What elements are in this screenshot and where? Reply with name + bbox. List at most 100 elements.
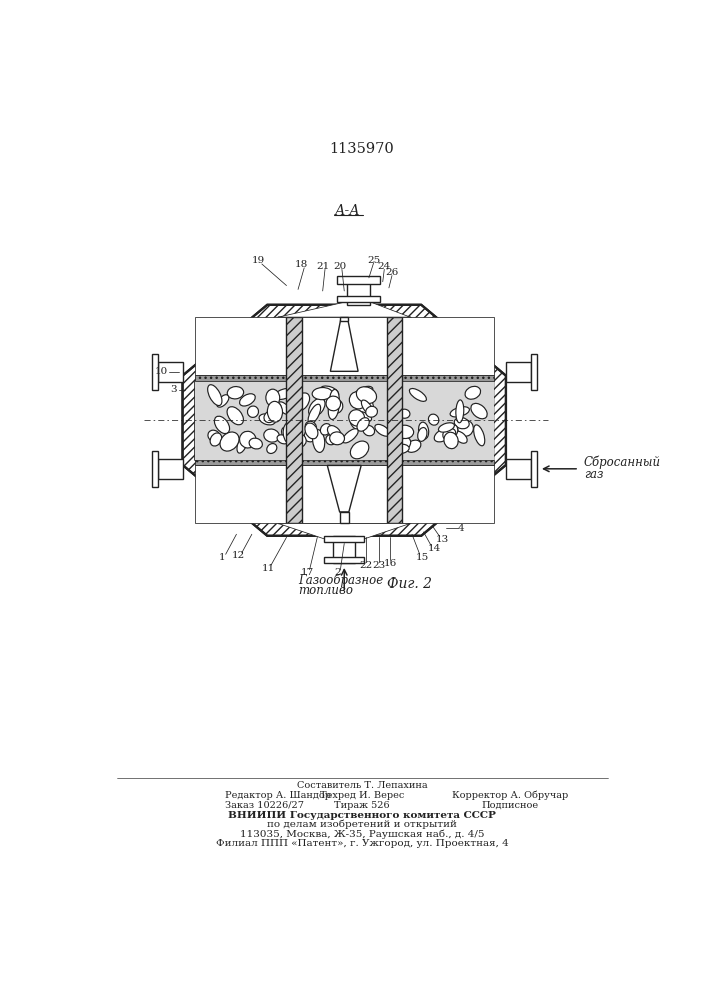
Polygon shape	[195, 317, 493, 523]
Ellipse shape	[434, 427, 454, 442]
Ellipse shape	[249, 438, 262, 449]
Ellipse shape	[456, 400, 464, 423]
Text: Редактор А. Шандор: Редактор А. Шандор	[225, 791, 331, 800]
Ellipse shape	[264, 429, 279, 442]
Text: 3: 3	[170, 385, 177, 394]
Bar	[158, 362, 182, 382]
Ellipse shape	[356, 387, 377, 403]
Text: ВНИИПИ Государственного комитета СССР: ВНИИПИ Государственного комитета СССР	[228, 811, 496, 820]
Ellipse shape	[471, 403, 487, 419]
Text: газ: газ	[584, 468, 603, 481]
Bar	[506, 362, 530, 382]
Ellipse shape	[419, 422, 428, 439]
Ellipse shape	[220, 432, 239, 451]
Text: Заказ 10226/27: Заказ 10226/27	[225, 801, 304, 810]
Polygon shape	[279, 302, 410, 317]
Text: по делам изобретений и открытий: по делам изобретений и открытий	[267, 820, 457, 829]
Bar	[195, 375, 493, 381]
Text: 2: 2	[335, 568, 341, 577]
Ellipse shape	[389, 394, 402, 403]
Text: Газообразное: Газообразное	[298, 574, 383, 587]
Ellipse shape	[465, 386, 481, 399]
Ellipse shape	[330, 400, 343, 413]
Ellipse shape	[351, 441, 369, 459]
Ellipse shape	[329, 432, 344, 445]
Bar	[339, 512, 349, 523]
Bar	[346, 278, 370, 305]
Ellipse shape	[358, 386, 373, 395]
Ellipse shape	[366, 406, 378, 417]
Bar	[195, 460, 493, 465]
Bar	[286, 317, 302, 523]
Text: 18: 18	[296, 260, 308, 269]
Text: 24: 24	[378, 262, 391, 271]
Ellipse shape	[399, 438, 411, 451]
Ellipse shape	[349, 392, 367, 409]
Ellipse shape	[288, 433, 306, 448]
Ellipse shape	[349, 410, 365, 426]
Text: А-А: А-А	[335, 204, 361, 218]
Ellipse shape	[390, 429, 402, 448]
Bar	[402, 317, 493, 375]
Text: Корректор А. Обручар: Корректор А. Обручар	[452, 791, 568, 800]
Text: 17: 17	[300, 568, 314, 577]
Ellipse shape	[240, 431, 256, 448]
Bar	[158, 459, 182, 479]
Bar	[530, 354, 537, 389]
Text: 10: 10	[154, 367, 168, 376]
Bar	[195, 465, 286, 523]
Ellipse shape	[208, 430, 220, 442]
Text: 12: 12	[231, 551, 245, 560]
Text: Филиал ППП «Патент», г. Ужгород, ул. Проектная, 4: Филиал ППП «Патент», г. Ужгород, ул. Про…	[216, 839, 508, 848]
Text: Фиг. 2: Фиг. 2	[387, 577, 432, 591]
Ellipse shape	[227, 387, 244, 399]
Bar	[195, 381, 493, 460]
Ellipse shape	[267, 444, 277, 453]
Bar	[302, 317, 387, 375]
Text: Сбросанный: Сбросанный	[584, 455, 661, 469]
Text: 22: 22	[359, 561, 373, 570]
Ellipse shape	[351, 417, 364, 430]
Ellipse shape	[329, 389, 339, 410]
Ellipse shape	[240, 394, 255, 406]
Text: 15: 15	[416, 553, 429, 562]
Ellipse shape	[267, 401, 283, 422]
Ellipse shape	[399, 409, 410, 418]
Ellipse shape	[388, 385, 402, 397]
Text: 11: 11	[262, 564, 276, 573]
Bar	[337, 276, 380, 284]
Ellipse shape	[264, 411, 276, 423]
Ellipse shape	[266, 389, 280, 406]
Bar	[325, 557, 364, 563]
Polygon shape	[182, 305, 506, 536]
Bar	[334, 536, 355, 563]
Ellipse shape	[305, 423, 318, 439]
Text: 1: 1	[219, 553, 226, 562]
Text: 14: 14	[428, 544, 441, 553]
Ellipse shape	[357, 418, 369, 431]
Ellipse shape	[418, 428, 427, 441]
Ellipse shape	[354, 390, 368, 404]
Ellipse shape	[277, 435, 288, 444]
Ellipse shape	[389, 444, 409, 454]
Text: 25: 25	[367, 256, 380, 265]
Ellipse shape	[284, 422, 298, 445]
Ellipse shape	[272, 403, 281, 413]
Ellipse shape	[363, 425, 375, 436]
Text: 4: 4	[458, 524, 464, 533]
Bar	[195, 317, 286, 375]
Text: топливо: топливо	[298, 584, 353, 597]
Ellipse shape	[342, 429, 358, 443]
Ellipse shape	[356, 398, 373, 414]
Text: Подписное: Подписное	[481, 801, 538, 810]
Ellipse shape	[428, 414, 439, 425]
Ellipse shape	[227, 407, 243, 425]
Polygon shape	[279, 523, 410, 542]
Bar	[302, 465, 387, 523]
Ellipse shape	[259, 414, 276, 425]
Text: Составитель Т. Лепахина: Составитель Т. Лепахина	[297, 781, 427, 790]
Bar	[325, 536, 364, 542]
Text: 13: 13	[436, 535, 450, 544]
Ellipse shape	[208, 385, 222, 406]
Text: 23: 23	[373, 561, 385, 570]
